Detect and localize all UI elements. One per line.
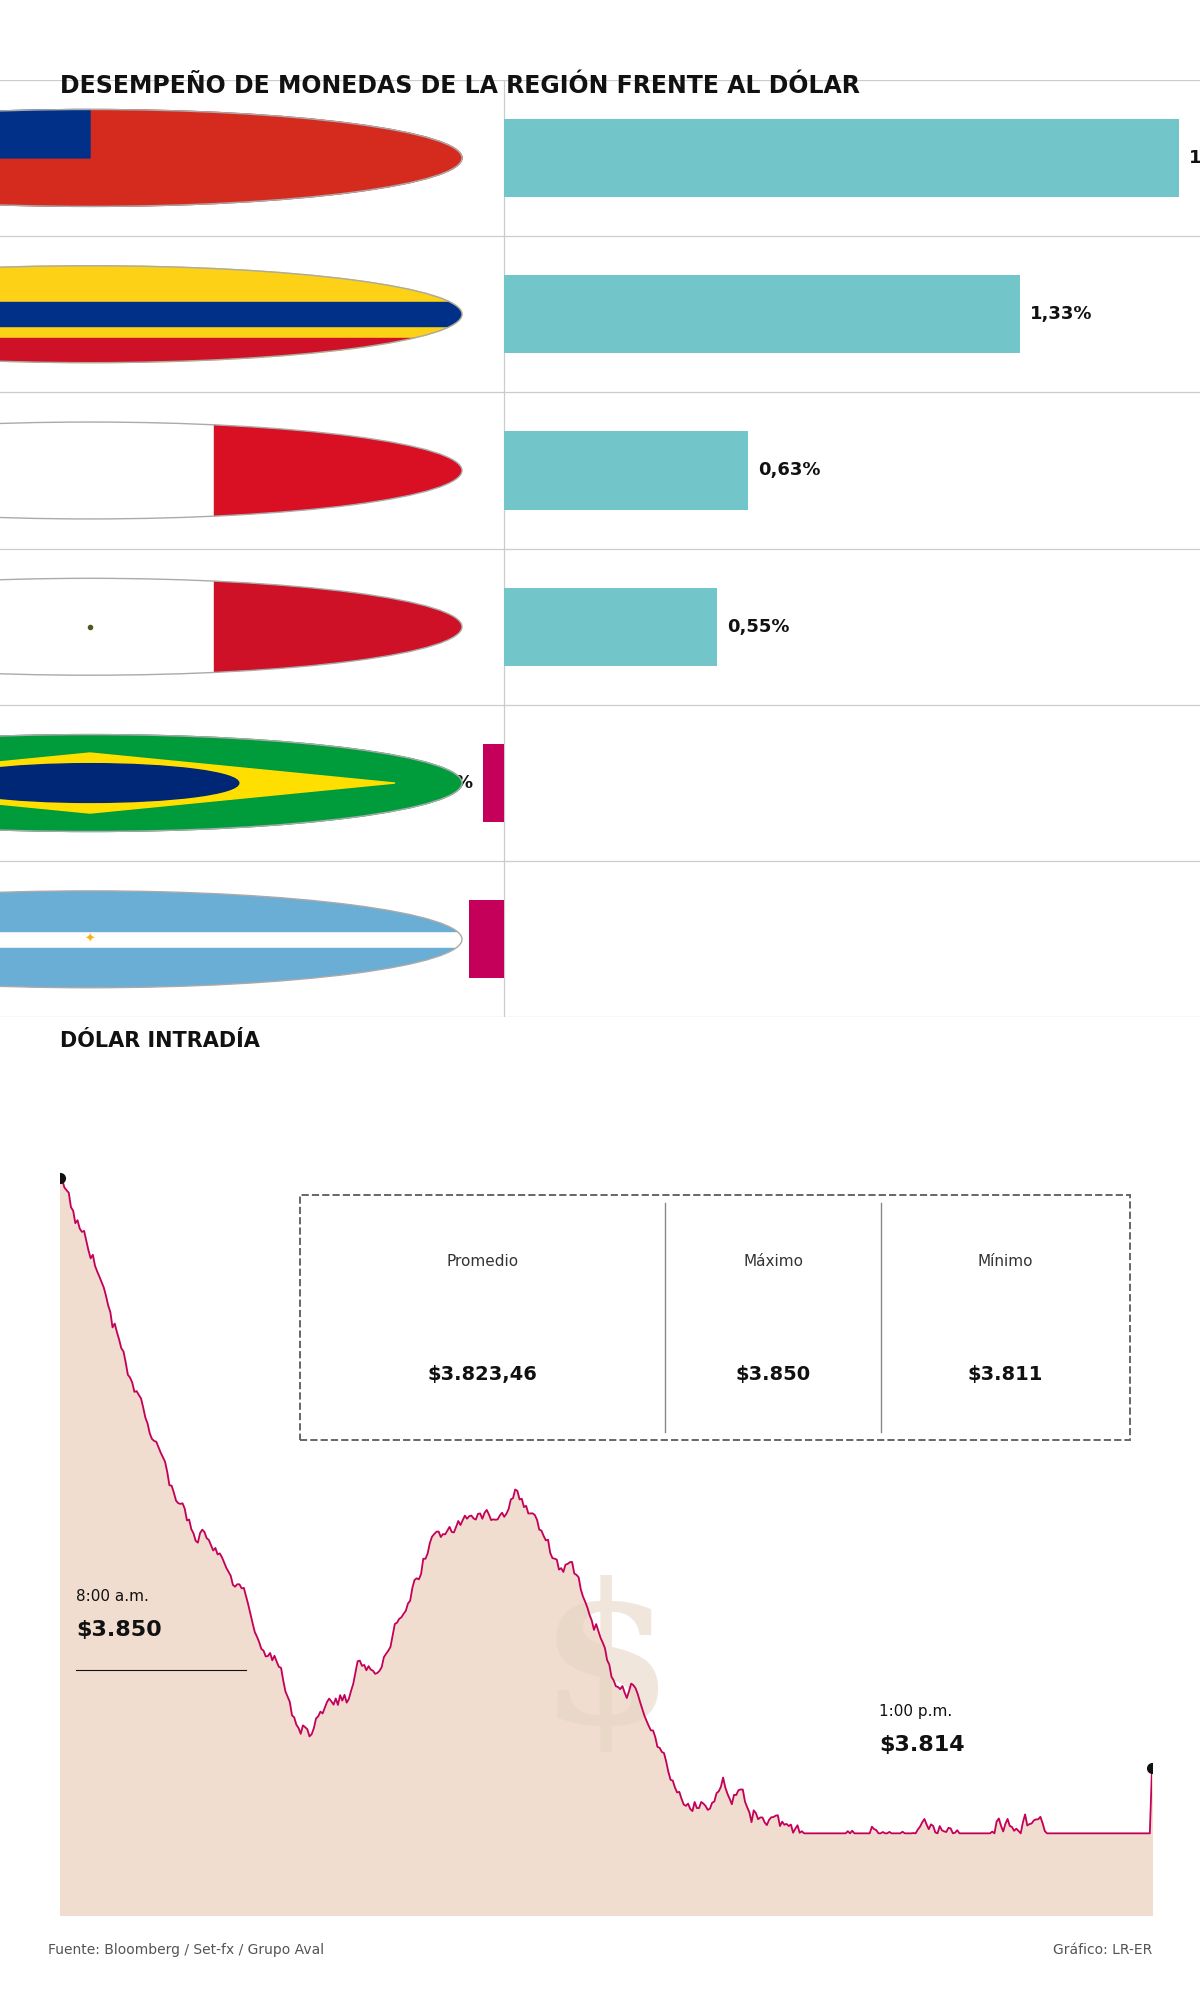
Text: Máximo: Máximo (743, 1253, 803, 1269)
Bar (504, 431, 749, 509)
Circle shape (0, 265, 462, 363)
Circle shape (0, 892, 462, 988)
Text: DÓLAR INTRADÍA: DÓLAR INTRADÍA (60, 1031, 260, 1051)
Bar (504, 120, 1180, 198)
Text: ✦: ✦ (85, 934, 95, 946)
Wedge shape (0, 110, 90, 158)
Text: Mínimo: Mínimo (978, 1253, 1033, 1269)
Text: Sol peruano: Sol peruano (240, 461, 358, 481)
Text: $3.823,46: $3.823,46 (428, 1365, 538, 1385)
Circle shape (0, 764, 239, 802)
Text: Gráfico: LR-ER: Gráfico: LR-ER (1052, 1943, 1152, 1957)
Text: 0,63%: 0,63% (758, 461, 821, 479)
Text: $3.850: $3.850 (77, 1620, 162, 1640)
Text: Promedio: Promedio (446, 1253, 518, 1269)
Text: 8:00 a.m.: 8:00 a.m. (77, 1590, 149, 1604)
Bar (0, 339, 462, 363)
Bar (0, 892, 462, 932)
Circle shape (0, 423, 462, 519)
FancyBboxPatch shape (300, 1195, 1130, 1440)
Text: 1:00 p.m.: 1:00 p.m. (878, 1704, 953, 1720)
Circle shape (0, 579, 462, 674)
Text: Peso mexicano: Peso mexicano (240, 616, 385, 636)
Text: $3.814: $3.814 (878, 1736, 965, 1756)
Circle shape (0, 734, 462, 832)
Circle shape (0, 110, 462, 205)
Wedge shape (90, 110, 462, 158)
Text: Fuente: Bloomberg / Set-fx / Grupo Aval: Fuente: Bloomberg / Set-fx / Grupo Aval (48, 1943, 324, 1957)
Bar (504, 275, 1020, 353)
Bar (469, 900, 504, 978)
Text: 1,33%: 1,33% (1030, 305, 1092, 323)
Bar (504, 589, 718, 666)
Text: DESEMPEÑO DE MONEDAS DE LA REGIÓN FRENTE AL DÓLAR: DESEMPEÑO DE MONEDAS DE LA REGIÓN FRENTE… (60, 74, 860, 98)
Bar (0, 301, 462, 327)
Text: Real brasileño: Real brasileño (240, 774, 378, 792)
Text: Peso argentino: Peso argentino (240, 930, 385, 950)
Bar (214, 579, 462, 674)
Text: 1,74%: 1,74% (1189, 150, 1200, 168)
Text: $3.811: $3.811 (968, 1365, 1043, 1385)
Text: $3.850: $3.850 (736, 1365, 811, 1385)
Bar (214, 423, 462, 519)
Wedge shape (0, 158, 462, 205)
Text: 0,55%: 0,55% (727, 618, 790, 636)
Text: -0,18%: -0,18% (403, 774, 474, 792)
Bar (0, 948, 462, 988)
Text: Peso chileno: Peso chileno (240, 148, 361, 168)
Text: $: $ (539, 1576, 673, 1764)
Text: -0,30%: -0,30% (390, 930, 460, 948)
Polygon shape (0, 752, 395, 814)
Text: Peso colombiano: Peso colombiano (240, 305, 404, 323)
Bar (484, 744, 504, 822)
